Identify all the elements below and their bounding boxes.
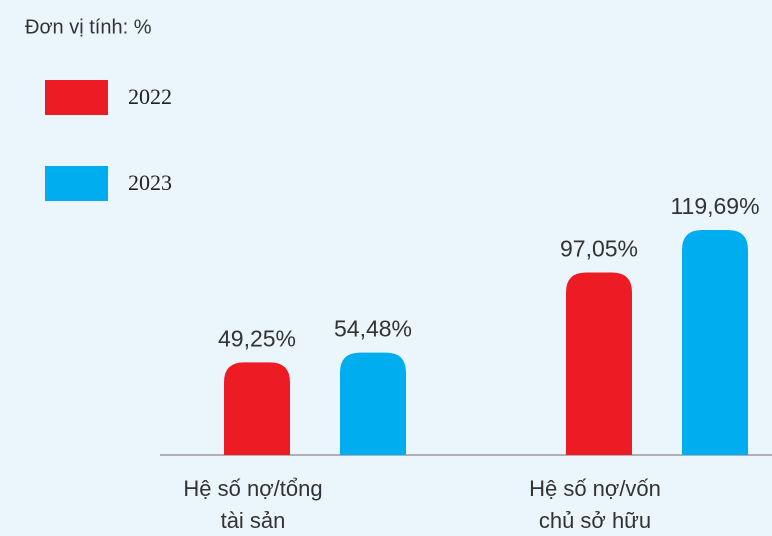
bar [682,230,748,455]
legend-label: 2023 [128,170,172,195]
legend-swatch [45,166,108,201]
value-label: 54,48% [334,316,412,342]
value-label: 49,25% [218,325,296,351]
value-label: 119,69% [670,193,759,219]
x-tick-label: chủ sở hữu [539,508,651,533]
legend-label: 2022 [128,84,172,109]
unit-note: Đơn vị tính: % [25,16,152,38]
value-label: 97,05% [560,236,638,262]
bar [224,362,290,455]
bar [340,352,406,455]
legend-swatch [45,80,108,115]
x-tick-label: tài sản [221,508,286,533]
x-tick-label: Hệ số nợ/tổng [183,476,322,501]
x-tick-label: Hệ số nợ/vốn [529,476,661,501]
bar [566,272,632,455]
